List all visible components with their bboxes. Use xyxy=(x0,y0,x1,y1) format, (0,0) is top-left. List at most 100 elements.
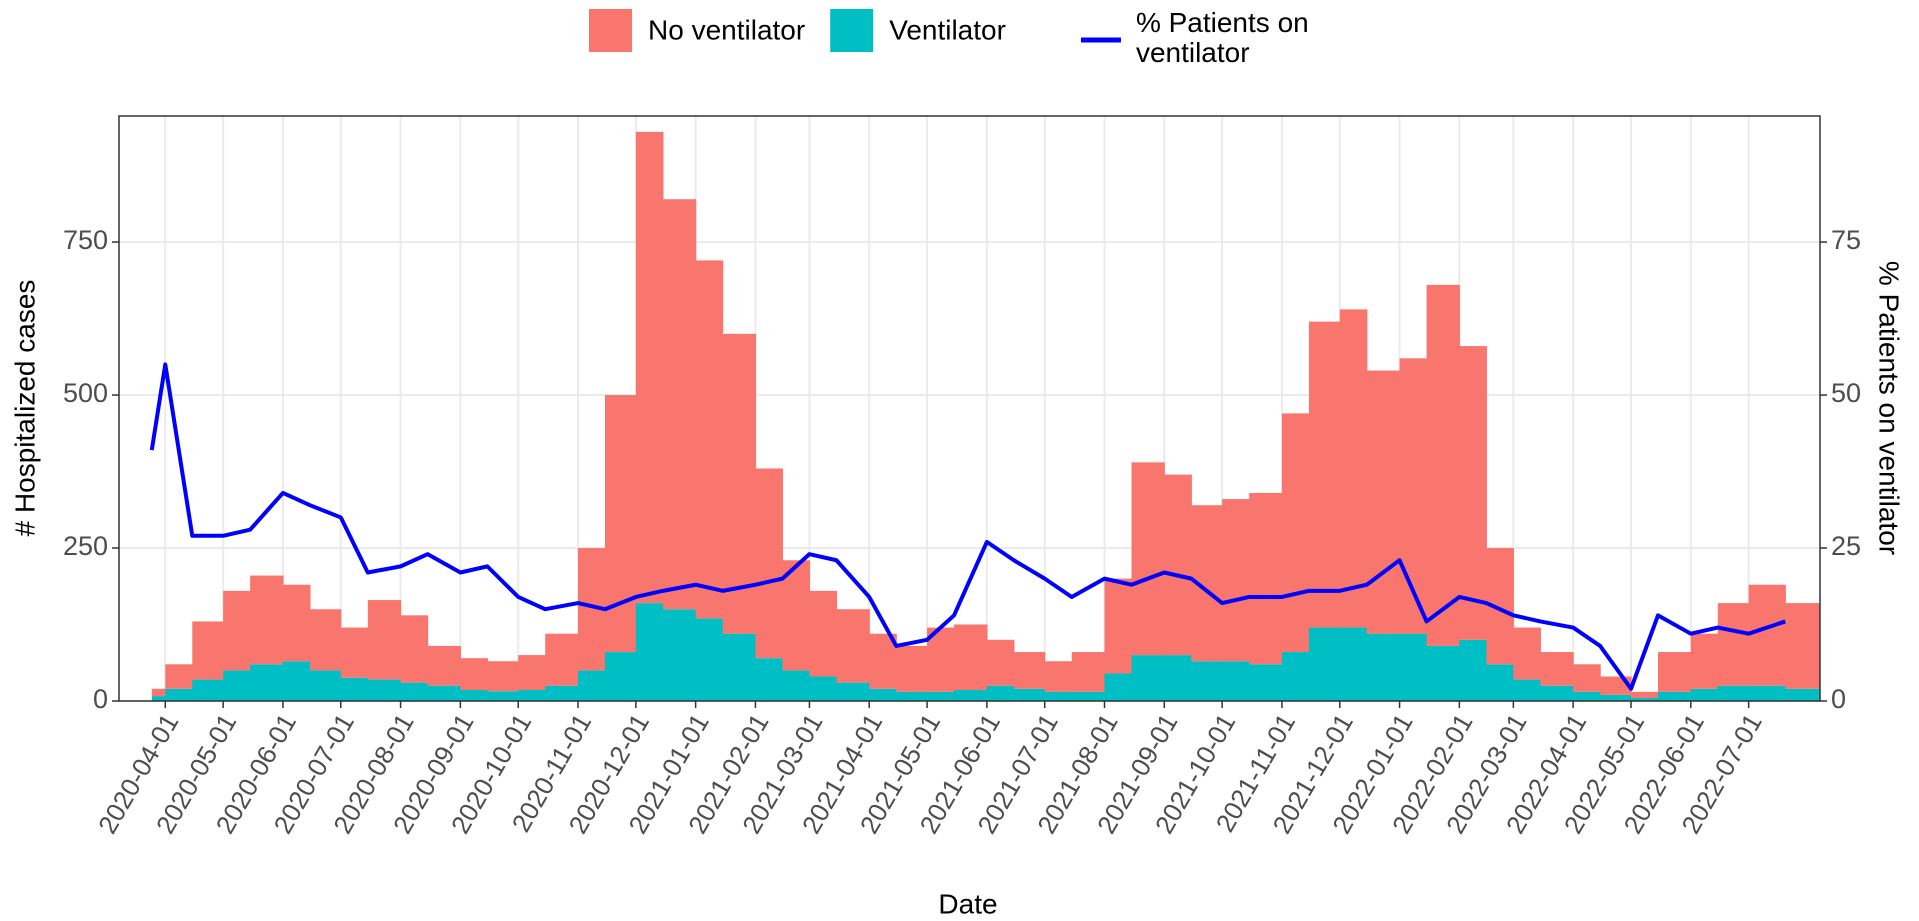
bar xyxy=(1399,633,1428,701)
bar xyxy=(1044,691,1073,701)
bar xyxy=(1486,664,1514,701)
bar xyxy=(1013,688,1046,701)
bar xyxy=(1785,688,1820,701)
bar xyxy=(809,590,838,677)
bar xyxy=(755,468,784,659)
bar xyxy=(954,689,988,701)
bar xyxy=(809,676,838,701)
bar xyxy=(722,633,757,701)
bar xyxy=(1426,284,1460,646)
bar xyxy=(1785,603,1820,689)
bar xyxy=(695,618,724,701)
bar xyxy=(1631,697,1659,701)
bar xyxy=(1573,664,1601,692)
bar xyxy=(605,395,637,653)
bar xyxy=(223,670,251,701)
bar xyxy=(282,661,311,701)
bar xyxy=(954,624,988,690)
bar xyxy=(1459,346,1487,640)
bar xyxy=(1426,645,1460,701)
bar xyxy=(1249,492,1283,665)
bar xyxy=(896,691,928,701)
y2-tick-label: 0 xyxy=(1831,684,1846,714)
bar xyxy=(1071,652,1106,692)
y2-tick-label: 75 xyxy=(1831,225,1861,255)
bar xyxy=(1281,652,1310,701)
bar xyxy=(1717,685,1750,701)
legend-label: Ventilator xyxy=(889,14,1006,45)
bar xyxy=(1308,321,1341,628)
bar xyxy=(755,658,784,701)
bar xyxy=(1281,413,1310,653)
bar xyxy=(869,633,897,689)
bar xyxy=(250,664,284,701)
bar xyxy=(662,199,697,610)
bar xyxy=(1748,685,1786,701)
bar xyxy=(1044,661,1073,692)
bar xyxy=(165,688,193,701)
bar xyxy=(1222,661,1250,701)
bar xyxy=(836,609,870,683)
bar xyxy=(1717,603,1750,686)
bar xyxy=(367,679,402,701)
legend-swatch xyxy=(830,9,874,52)
marks xyxy=(149,131,1820,701)
bar xyxy=(836,682,870,701)
bar xyxy=(400,682,429,701)
bar xyxy=(1600,694,1632,701)
bar xyxy=(662,609,697,701)
y2-axis-title: % Patients on ventilator xyxy=(1874,261,1905,555)
bar xyxy=(578,670,606,701)
y-tick-label: 750 xyxy=(63,225,108,255)
y-tick-label: 0 xyxy=(93,684,108,714)
bar xyxy=(1513,679,1541,701)
bar xyxy=(250,575,284,665)
bar xyxy=(1191,661,1223,701)
bar xyxy=(223,590,251,671)
bar xyxy=(282,584,311,662)
bar xyxy=(1222,499,1250,662)
y-tick-label: 250 xyxy=(63,531,108,561)
bar xyxy=(1308,627,1341,701)
bar xyxy=(1339,309,1368,628)
bar xyxy=(427,685,461,701)
y-tick-label: 500 xyxy=(63,378,108,408)
bar xyxy=(1513,627,1541,680)
bar xyxy=(1104,673,1133,701)
bar xyxy=(340,627,369,678)
bar xyxy=(1540,652,1574,686)
bar xyxy=(309,609,342,671)
bar xyxy=(1658,691,1692,701)
bar xyxy=(518,655,546,690)
bar xyxy=(1131,462,1165,656)
bar xyxy=(518,689,546,701)
bar xyxy=(151,696,166,701)
bar xyxy=(1164,474,1192,656)
y2-tick-label: 50 xyxy=(1831,378,1861,408)
y2-tick-label: 25 xyxy=(1831,531,1861,561)
bar xyxy=(1249,664,1283,701)
bar xyxy=(1748,584,1786,686)
legend: No ventilator Ventilator xyxy=(589,9,1121,52)
bar xyxy=(309,670,342,701)
bar xyxy=(635,603,664,701)
panel xyxy=(119,116,1820,701)
bar xyxy=(367,600,402,680)
legend-swatch xyxy=(589,9,632,52)
bar xyxy=(695,260,724,619)
bar xyxy=(782,560,811,671)
bar xyxy=(1131,655,1165,701)
line xyxy=(149,362,1786,691)
bar xyxy=(545,633,579,686)
bar xyxy=(896,645,928,692)
bar xyxy=(427,645,461,686)
bar xyxy=(151,688,166,697)
bar xyxy=(1339,627,1368,701)
bar xyxy=(605,652,637,701)
bar xyxy=(1013,652,1046,689)
bar xyxy=(192,621,224,680)
legend-label: % Patients on ventilator xyxy=(1135,7,1309,68)
bar xyxy=(165,664,193,689)
